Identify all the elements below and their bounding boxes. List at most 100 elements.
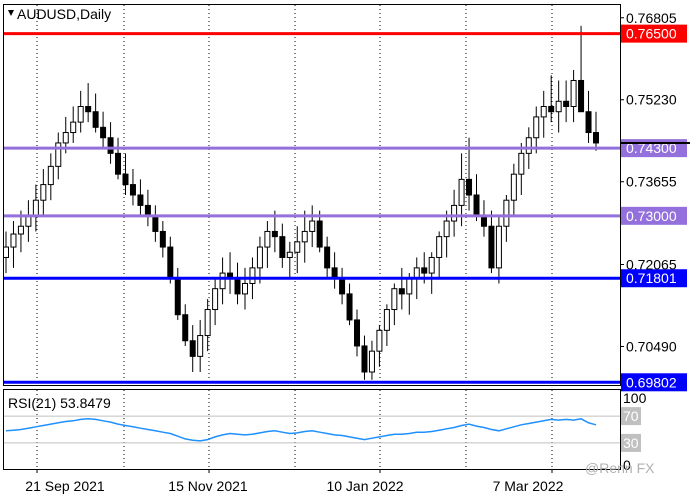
candle-body [197, 335, 204, 357]
candle-body [421, 267, 428, 274]
rsi-tick-label: 100 [623, 390, 647, 406]
candle-body [100, 126, 107, 139]
level-label: 0.71801 [626, 270, 677, 286]
level-label-box [621, 24, 687, 43]
candle-body [40, 184, 47, 201]
price-panel-frame [3, 4, 621, 386]
candle-body [458, 178, 465, 206]
candle-body [324, 246, 331, 269]
candle-body [480, 215, 487, 227]
candle-body [55, 142, 62, 167]
candle-body [346, 293, 353, 321]
candle-body [264, 230, 271, 248]
candle-body [443, 220, 450, 238]
candle-body [466, 178, 473, 196]
y-tick-label: 0.73655 [626, 174, 677, 190]
candle-body [533, 116, 540, 139]
candle-body [316, 220, 323, 248]
candle-body [10, 233, 17, 248]
candle-body [354, 319, 361, 347]
level-label: 0.69802 [626, 374, 677, 390]
candle-body [309, 220, 316, 232]
rsi-tick-label: 0 [623, 457, 631, 473]
candle-body [510, 173, 517, 201]
candle-body [436, 236, 443, 258]
candle-body [279, 236, 286, 258]
candle-body [144, 204, 151, 217]
candle-body [47, 165, 54, 186]
candle-body [182, 314, 189, 342]
level-label-box [621, 206, 687, 225]
title-dropdown-icon [8, 10, 14, 16]
candle-body [152, 215, 159, 232]
candle-body [451, 204, 458, 222]
candle-body [212, 288, 219, 311]
candle-body [376, 329, 383, 352]
level-label: 0.73000 [626, 208, 677, 224]
rsi-level-label-box [621, 407, 641, 426]
candle-body [518, 152, 525, 175]
candle-body [219, 272, 226, 290]
level-label: 0.74300 [626, 140, 677, 156]
candle-body [331, 267, 338, 279]
x-tick-label: 15 Nov 2021 [168, 478, 248, 494]
candle-body [339, 277, 346, 295]
candle-body [271, 230, 278, 238]
y-tick-label: 0.76805 [626, 10, 677, 26]
candle-layer [3, 25, 599, 380]
candle-body [585, 111, 592, 134]
candle-body [428, 256, 435, 274]
candle-body [286, 251, 293, 258]
candle-body [3, 246, 9, 258]
x-tick-label: 21 Sep 2021 [25, 478, 105, 494]
rsi-line [5, 418, 597, 442]
candle-body [122, 173, 129, 186]
candle-body [361, 345, 368, 373]
candle-body [570, 79, 577, 108]
candle-body [189, 340, 196, 357]
candle-body [32, 199, 39, 217]
candle-body [204, 309, 211, 337]
candle-body [107, 137, 114, 154]
rsi-panel-frame [3, 389, 621, 470]
candle-body [555, 100, 562, 113]
level-label-box [621, 269, 687, 288]
candle-body [488, 225, 495, 269]
x-tick-label: 10 Jan 2022 [326, 478, 403, 494]
rsi-tick-label: 70 [623, 408, 639, 424]
axis-layer: 21 Sep 2021 15 Nov 2021 10 Jan 2022 7 Mar 2… [25, 10, 677, 494]
candle-body [503, 199, 510, 227]
candle-body [495, 225, 502, 269]
level-layer: 0.76500 0.74300 0.73000 0.71801 0.69802 [4, 24, 690, 392]
candle-body [234, 277, 241, 295]
candle-body [70, 121, 77, 134]
candle-body [256, 246, 263, 269]
candle-body [167, 246, 174, 279]
candle-body [593, 132, 599, 144]
candle-body [398, 288, 405, 295]
candle-body [413, 267, 420, 279]
candle-body [368, 350, 375, 373]
candle-body [391, 288, 398, 311]
candle-body [241, 282, 248, 295]
candle-body [17, 225, 24, 235]
candle-body [294, 241, 301, 253]
candle-body [548, 106, 555, 113]
chart-title: AUDUSD,Daily [17, 6, 111, 22]
rsi-label: RSI(21) 53.8479 [8, 395, 111, 411]
y-tick-label: 0.70490 [626, 338, 677, 354]
candle-body [159, 230, 166, 248]
x-tick-label: 7 Mar 2022 [493, 478, 564, 494]
candle-body [578, 79, 585, 113]
candle-body [77, 106, 84, 123]
candle-body [525, 137, 532, 154]
candle-body [540, 106, 547, 118]
level-label-box [621, 373, 687, 392]
chart-title-group: AUDUSD,Daily [8, 6, 111, 22]
candle-body [249, 267, 256, 284]
candle-body [115, 152, 122, 175]
y-tick-label: 0.72065 [626, 256, 677, 272]
rsi-level-label-box [621, 433, 641, 452]
watermark-text: @Renn FX [585, 460, 655, 476]
